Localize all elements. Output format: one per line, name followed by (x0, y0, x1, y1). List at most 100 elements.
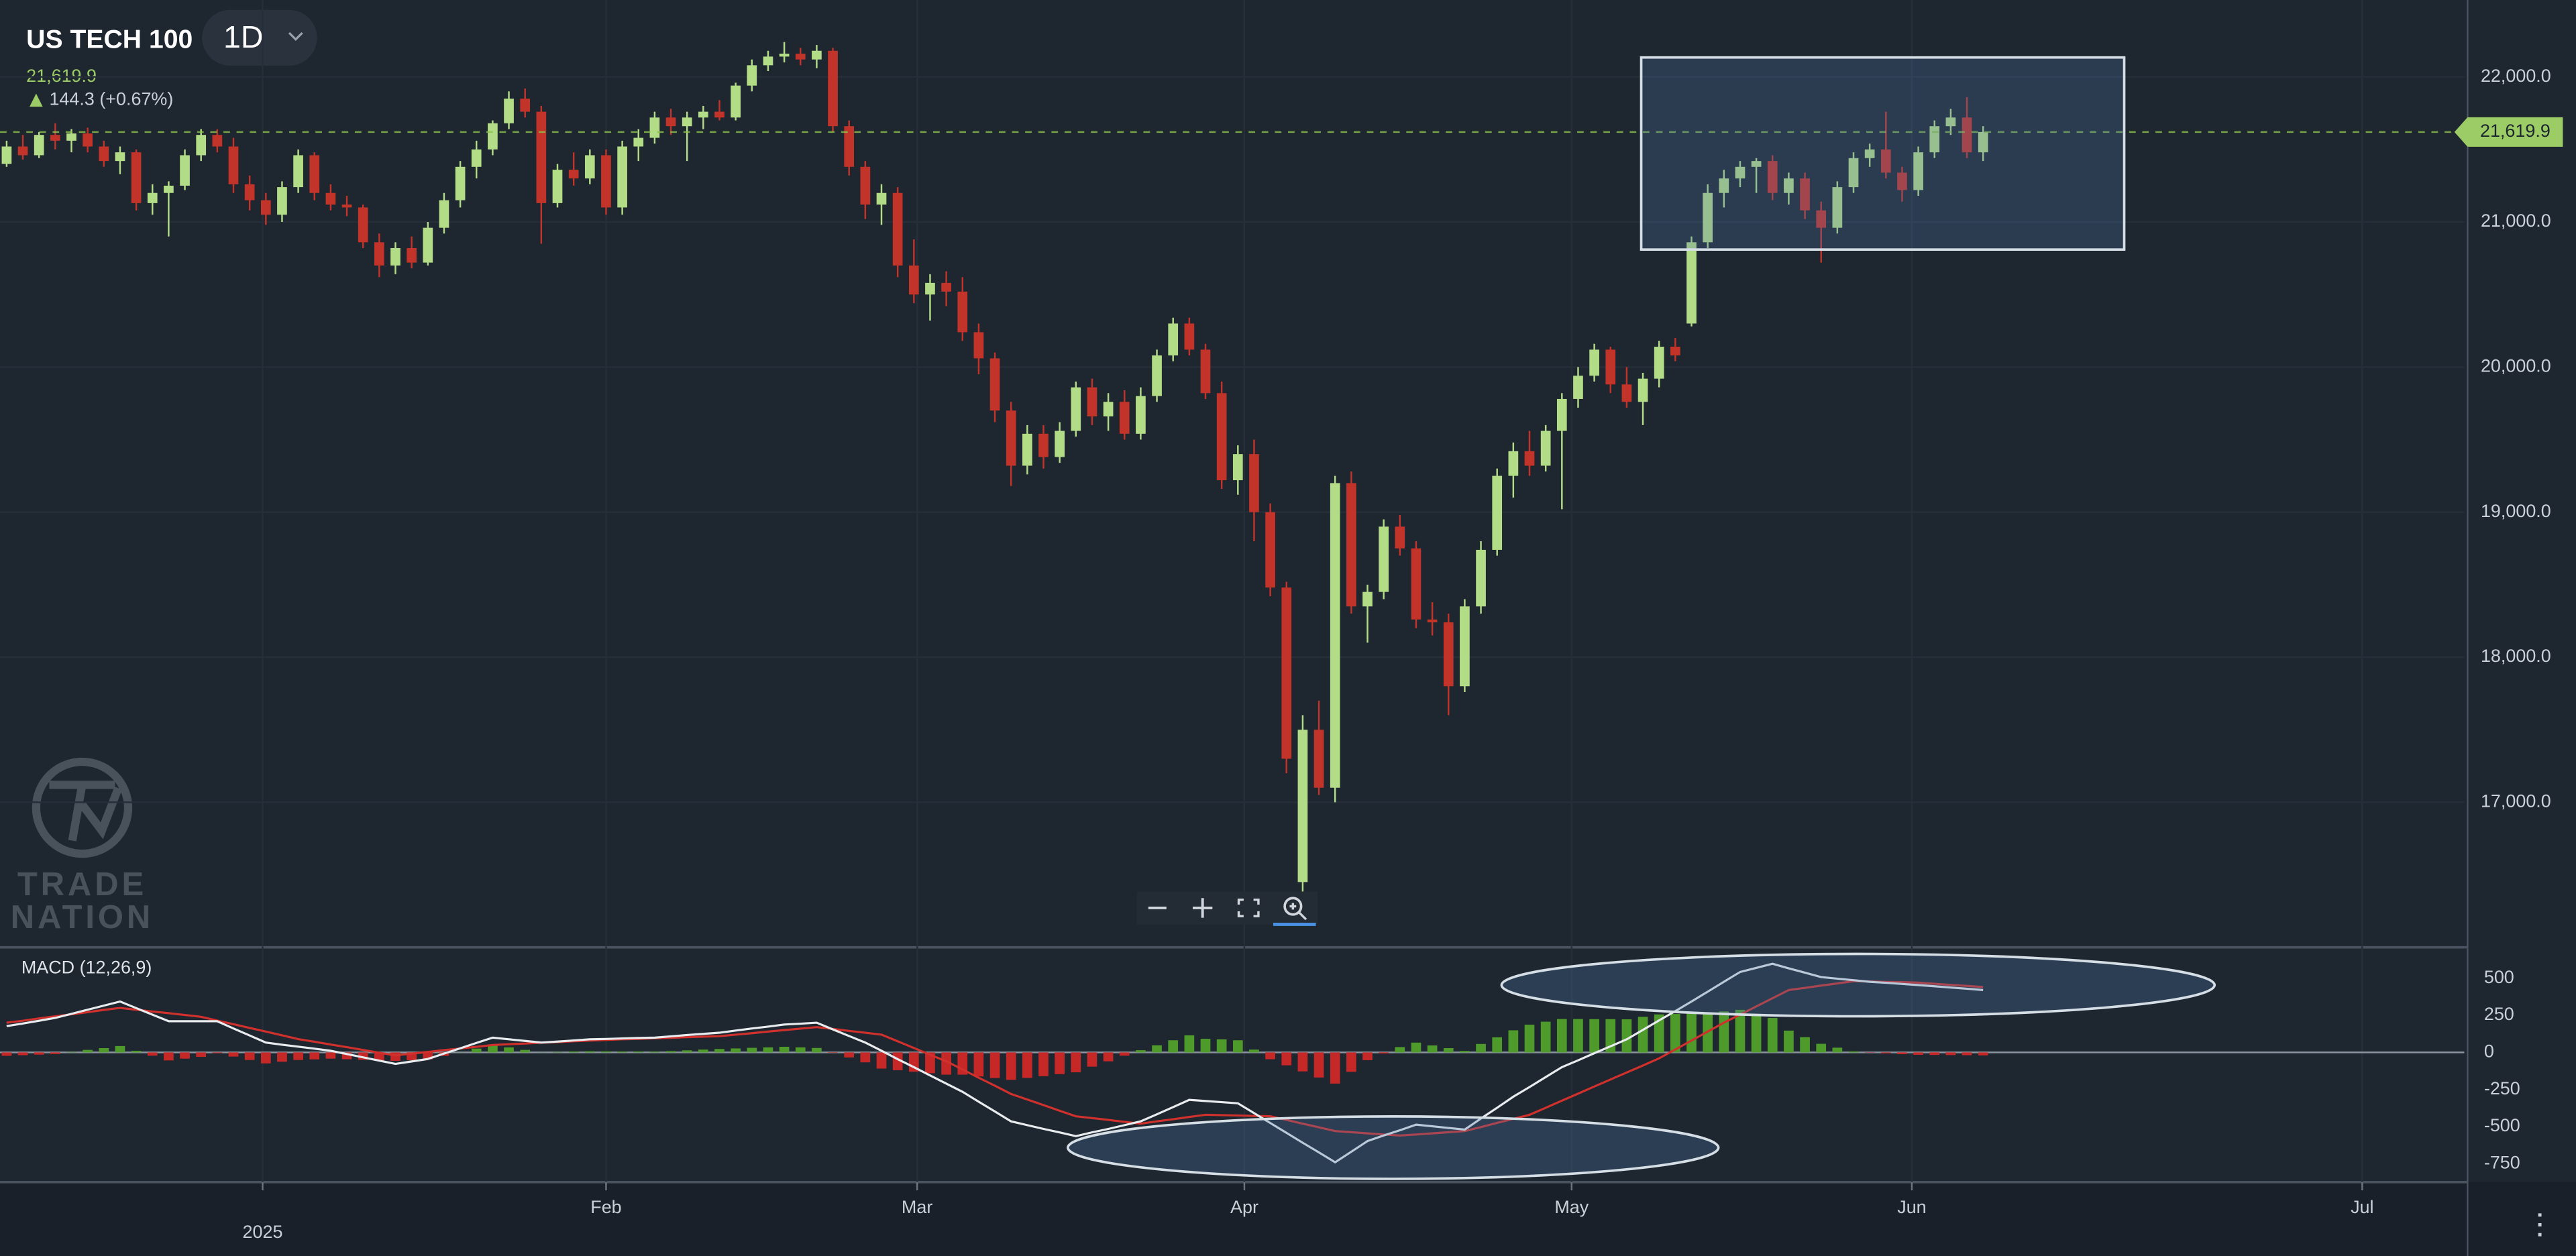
candle-body (1638, 378, 1648, 402)
histogram-bar (1184, 1035, 1195, 1053)
candle-body (1848, 158, 1859, 188)
histogram-bar (812, 1047, 822, 1053)
candle-body (212, 135, 223, 147)
candles (1, 42, 1988, 897)
histogram-bar (973, 1052, 984, 1077)
macd-tick-label: -250 (2484, 1078, 2520, 1098)
candle-body (698, 111, 708, 118)
y-tick-label: 20,000.0 (2481, 355, 2551, 376)
histogram-bar (795, 1047, 806, 1053)
highlight-box (1640, 56, 2126, 251)
histogram-bar (1006, 1052, 1016, 1080)
histogram-bar (584, 1051, 595, 1053)
candle-body (1087, 387, 1097, 416)
histogram-bar (1784, 1030, 1794, 1053)
histogram-bar (488, 1045, 498, 1053)
histogram-bar (1832, 1047, 1843, 1053)
candle-body (34, 135, 44, 156)
candle-body (1816, 210, 1827, 228)
candle-body (731, 85, 741, 118)
histogram-bar (1962, 1052, 1972, 1055)
histogram-bar (1476, 1043, 1486, 1053)
reset-zoom-icon[interactable] (1289, 903, 1307, 921)
candle-body (1832, 187, 1843, 228)
candle-body (504, 99, 514, 123)
interval-selector[interactable] (202, 9, 317, 66)
candle-body (601, 155, 611, 208)
histogram-bar (520, 1049, 531, 1053)
macd-line (6, 962, 1984, 1164)
candle-body (390, 247, 400, 266)
candle-body (973, 332, 984, 359)
candle-body (941, 282, 951, 292)
histogram-bar (1313, 1052, 1324, 1078)
macd-tick-label: -750 (2484, 1152, 2520, 1172)
y-tick-label: 19,000.0 (2481, 501, 2551, 521)
zoom-in[interactable] (1192, 898, 1213, 918)
candle-body (1670, 347, 1680, 356)
candle-body (1006, 410, 1016, 466)
candle-body (1735, 166, 1746, 179)
fullscreen[interactable] (1237, 898, 1260, 917)
histogram-bar (568, 1051, 579, 1053)
histogram-bar (1379, 1052, 1389, 1053)
last-price: 21,619.9 (26, 66, 97, 86)
candle-body (876, 192, 887, 205)
candle-body (1621, 384, 1632, 402)
histogram-bar (601, 1051, 611, 1053)
candle-body (892, 192, 903, 266)
candle-body (1719, 178, 1729, 193)
y-tick-label: 17,000.0 (2481, 791, 2551, 811)
histogram-bar (763, 1047, 773, 1053)
histogram-bar (1719, 1011, 1729, 1053)
y-tick-label: 21,000.0 (2481, 211, 2551, 231)
candle-body (244, 184, 255, 201)
histogram-bar (34, 1052, 44, 1055)
candle-body (1362, 591, 1373, 607)
histogram-bar (1297, 1052, 1308, 1072)
histogram-bar (1022, 1052, 1032, 1078)
histogram-bar (1978, 1052, 1988, 1055)
candle-body (1152, 355, 1162, 396)
histogram-bar (1800, 1037, 1810, 1053)
interval[interactable]: 1D (223, 19, 263, 54)
candle-body (714, 111, 724, 118)
candle-body (828, 50, 838, 127)
candle-body (1784, 178, 1794, 193)
signal-line (6, 980, 1984, 1137)
reset-zoom[interactable] (1283, 897, 1303, 916)
histogram-bar (1411, 1042, 1421, 1053)
histogram-bar (115, 1045, 125, 1053)
header: US TECH 100 1D 21,619.9 144.3 (+0.67%) (26, 9, 317, 109)
candle-body (1103, 402, 1114, 416)
histogram-bar (1200, 1039, 1211, 1053)
chevron[interactable] (288, 32, 303, 42)
candle-body (1605, 349, 1616, 385)
histogram-bar (293, 1052, 303, 1060)
histogram-bar (1460, 1051, 1470, 1053)
candle-body (196, 135, 207, 156)
candle-body (1686, 242, 1697, 324)
candle-body (1880, 149, 1891, 173)
candle-body (1945, 117, 1956, 127)
candle-body (1524, 451, 1535, 466)
x-tick-label: May (1554, 1197, 1589, 1217)
candle-body (795, 54, 806, 60)
histogram-bar (747, 1047, 757, 1053)
candle-body (633, 137, 644, 147)
candle-body (1055, 431, 1065, 457)
histogram-bar (1638, 1017, 1648, 1053)
candle-body (1330, 483, 1340, 788)
histogram-bar (504, 1047, 514, 1053)
candle-body (1427, 619, 1438, 623)
time-axis-area (0, 1182, 2576, 1256)
logo-ring (32, 757, 133, 858)
histogram-bar (374, 1052, 384, 1061)
histogram-bar (860, 1052, 871, 1063)
histogram-bar (1265, 1052, 1275, 1060)
candle-body (1395, 526, 1405, 549)
histogram-bar (698, 1049, 708, 1053)
candle-body (1443, 622, 1454, 687)
